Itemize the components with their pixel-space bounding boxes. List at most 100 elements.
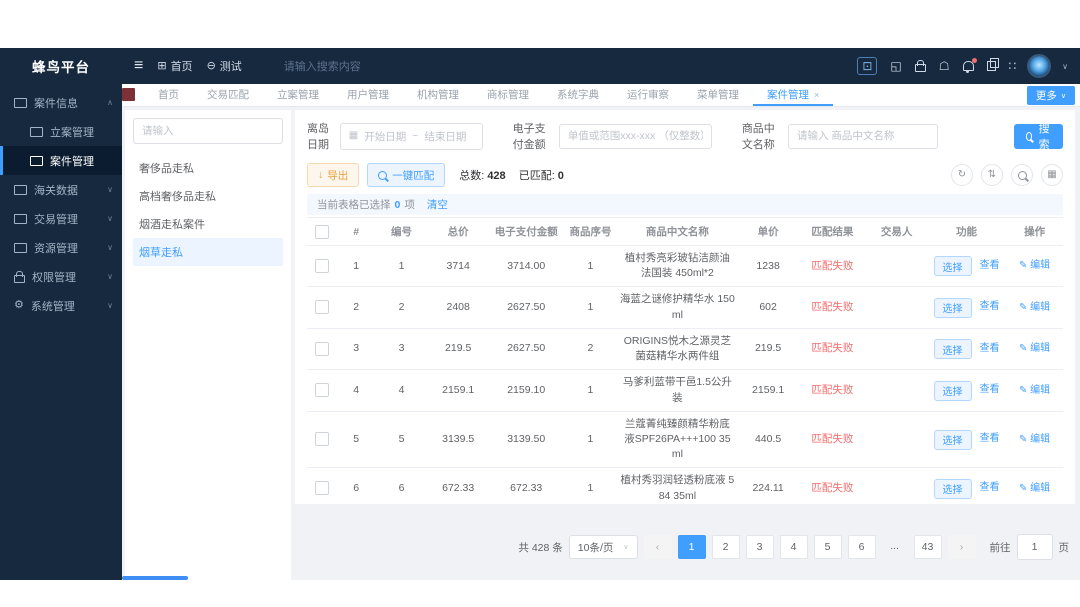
page-button-2[interactable]: 2 <box>711 535 740 559</box>
sidebar-item-系统管理[interactable]: ⚙ 系统管理 ∨ <box>0 291 122 320</box>
page-size-select[interactable]: 10条/页 ∨ <box>568 535 638 559</box>
tab-案件管理[interactable]: 案件管理 × <box>753 84 834 106</box>
sidebar-item-资源管理[interactable]: 资源管理 ∨ <box>0 233 122 262</box>
notification-icon[interactable] <box>962 58 977 73</box>
one-click-match-button[interactable]: 一键匹配 <box>367 163 446 187</box>
tab-用户管理[interactable]: 用户管理 <box>347 89 389 101</box>
sidebar-item-权限管理[interactable]: 权限管理 ∨ <box>0 262 122 291</box>
search-icon[interactable] <box>1011 164 1033 186</box>
tab-立案管理[interactable]: 立案管理 <box>277 89 319 101</box>
tab-scroll-left[interactable] <box>122 88 135 101</box>
edit-link[interactable]: ✎ 编辑 <box>1019 384 1051 396</box>
goto-suffix: 页 <box>1058 541 1070 554</box>
apps-icon[interactable]: ∷ <box>1009 60 1017 72</box>
view-link[interactable]: 查看 <box>979 384 1000 396</box>
copy-icon[interactable] <box>986 58 999 71</box>
row-checkbox[interactable] <box>315 481 330 496</box>
clear-selection-link[interactable]: 清空 <box>426 199 448 211</box>
tab-商标管理[interactable]: 商标管理 <box>487 89 529 101</box>
page-button-43[interactable]: 43 <box>913 535 942 559</box>
case-type-item[interactable]: 烟酒走私案件 <box>139 219 205 231</box>
row-checkbox[interactable] <box>315 432 330 447</box>
view-link[interactable]: 查看 <box>979 433 1000 445</box>
view-link[interactable]: 查看 <box>979 482 1000 494</box>
date-range-input[interactable]: ▦ 开始日期 ~ 结束日期 <box>339 122 483 150</box>
tab-菜单管理[interactable]: 菜单管理 <box>697 89 739 101</box>
header-checkbox[interactable] <box>315 224 330 239</box>
case-type-item[interactable]: 烟草走私 <box>133 238 283 266</box>
edit-link[interactable]: ✎ 编辑 <box>1019 343 1051 355</box>
tab-交易匹配[interactable]: 交易匹配 <box>207 89 249 101</box>
cell-seq: 1 <box>564 245 617 288</box>
select-button[interactable]: 选择 <box>933 380 972 401</box>
row-checkbox[interactable] <box>315 300 330 315</box>
edit-icon: ✎ <box>1019 260 1028 272</box>
sidebar-item-海关数据[interactable]: 海关数据 ∨ <box>0 175 122 204</box>
page-button-3[interactable]: 3 <box>745 535 774 559</box>
navbar-right: ⊡ ◱ ☖ ∷ ∨ <box>857 56 1068 76</box>
view-link[interactable]: 查看 <box>979 259 1000 271</box>
view-link[interactable]: 查看 <box>979 301 1000 313</box>
select-button[interactable]: 选择 <box>933 429 972 450</box>
hamburger-icon[interactable]: ≡ <box>134 57 144 74</box>
edit-link[interactable]: ✎ 编辑 <box>1019 260 1051 272</box>
product-name-input[interactable] <box>788 123 938 149</box>
prev-page-button[interactable]: ‹ <box>643 535 672 559</box>
horizontal-scrollbar-thumb[interactable] <box>122 576 188 580</box>
page-button-6[interactable]: 6 <box>847 535 876 559</box>
row-checkbox[interactable] <box>315 383 330 398</box>
sidebar-item-交易管理[interactable]: 交易管理 ∨ <box>0 204 122 233</box>
navbar-search-input[interactable]: 请输入搜索内容 <box>283 61 361 73</box>
case-type-item[interactable]: 奢侈品走私 <box>139 163 194 175</box>
chevron-down-icon[interactable]: ∨ <box>1062 61 1068 71</box>
cell-epay: 2627.50 <box>488 286 564 329</box>
export-button[interactable]: ↓ 导出 <box>307 163 360 187</box>
row-checkbox[interactable] <box>315 341 330 356</box>
next-page-button[interactable]: › <box>947 535 976 559</box>
sidebar-item-label: 海关数据 <box>34 184 78 197</box>
case-type-search-input[interactable] <box>133 118 283 144</box>
edit-link[interactable]: ✎ 编辑 <box>1019 433 1051 445</box>
theme-icon[interactable]: ☖ <box>939 60 950 72</box>
tab-机构管理[interactable]: 机构管理 <box>417 89 459 101</box>
goto-page-input[interactable] <box>1016 534 1053 560</box>
tab-系统字典[interactable]: 系统字典 <box>557 89 599 101</box>
screen-icon[interactable]: ⊡ <box>857 57 878 75</box>
density-icon[interactable]: ⇅ <box>981 164 1003 186</box>
edit-link[interactable]: ✎ 编辑 <box>1019 482 1051 494</box>
cell-unit-price: 2159.1 <box>737 369 799 412</box>
amount-input[interactable] <box>558 123 712 149</box>
tab-首页[interactable]: 首页 <box>158 89 179 101</box>
sidebar-item-案件信息[interactable]: 案件信息 ∧ <box>0 88 122 117</box>
edit-link[interactable]: ✎ 编辑 <box>1019 301 1051 313</box>
select-button[interactable]: 选择 <box>933 478 972 499</box>
close-icon[interactable]: × <box>814 90 820 100</box>
page-button-5[interactable]: 5 <box>813 535 842 559</box>
view-link[interactable]: 查看 <box>979 342 1000 354</box>
sidebar-item-案件管理[interactable]: 案件管理 <box>0 146 122 175</box>
row-checkbox[interactable] <box>315 258 330 273</box>
select-button[interactable]: 选择 <box>933 297 972 318</box>
nav-home-link[interactable]: ⊞ 首页 <box>157 58 192 74</box>
sidebar-item-立案管理[interactable]: 立案管理 <box>0 117 122 146</box>
table-stats: 总数: 428 已匹配: 0 <box>459 167 574 183</box>
select-button[interactable]: 选择 <box>933 256 972 277</box>
minus-circle-icon: ⊖ <box>206 59 216 72</box>
select-button[interactable]: 选择 <box>933 339 972 360</box>
case-type-item[interactable]: 高档奢侈品走私 <box>139 191 216 203</box>
nav-test-link[interactable]: ⊖ 测试 <box>207 58 242 74</box>
page-button-4[interactable]: 4 <box>779 535 808 559</box>
lock-icon[interactable] <box>914 60 926 72</box>
avatar[interactable] <box>1029 56 1050 76</box>
search-button[interactable]: 搜索 <box>1014 123 1063 151</box>
screenshot-icon[interactable]: ◱ <box>890 60 901 72</box>
table-row: 6 6 672.33 672.33 1 植村秀羽润轻透粉底液 584 35ml 224.11… <box>307 467 1063 504</box>
more-tabs-button[interactable]: 更多 ∨ <box>1026 86 1075 105</box>
tab-运行审察[interactable]: 运行审察 <box>627 89 669 101</box>
refresh-icon[interactable]: ↻ <box>951 164 973 186</box>
function-actions: 选择 查看 <box>930 429 1003 450</box>
page-button-1[interactable]: 1 <box>677 535 706 559</box>
column-settings-icon[interactable]: ▦ <box>1041 164 1063 186</box>
